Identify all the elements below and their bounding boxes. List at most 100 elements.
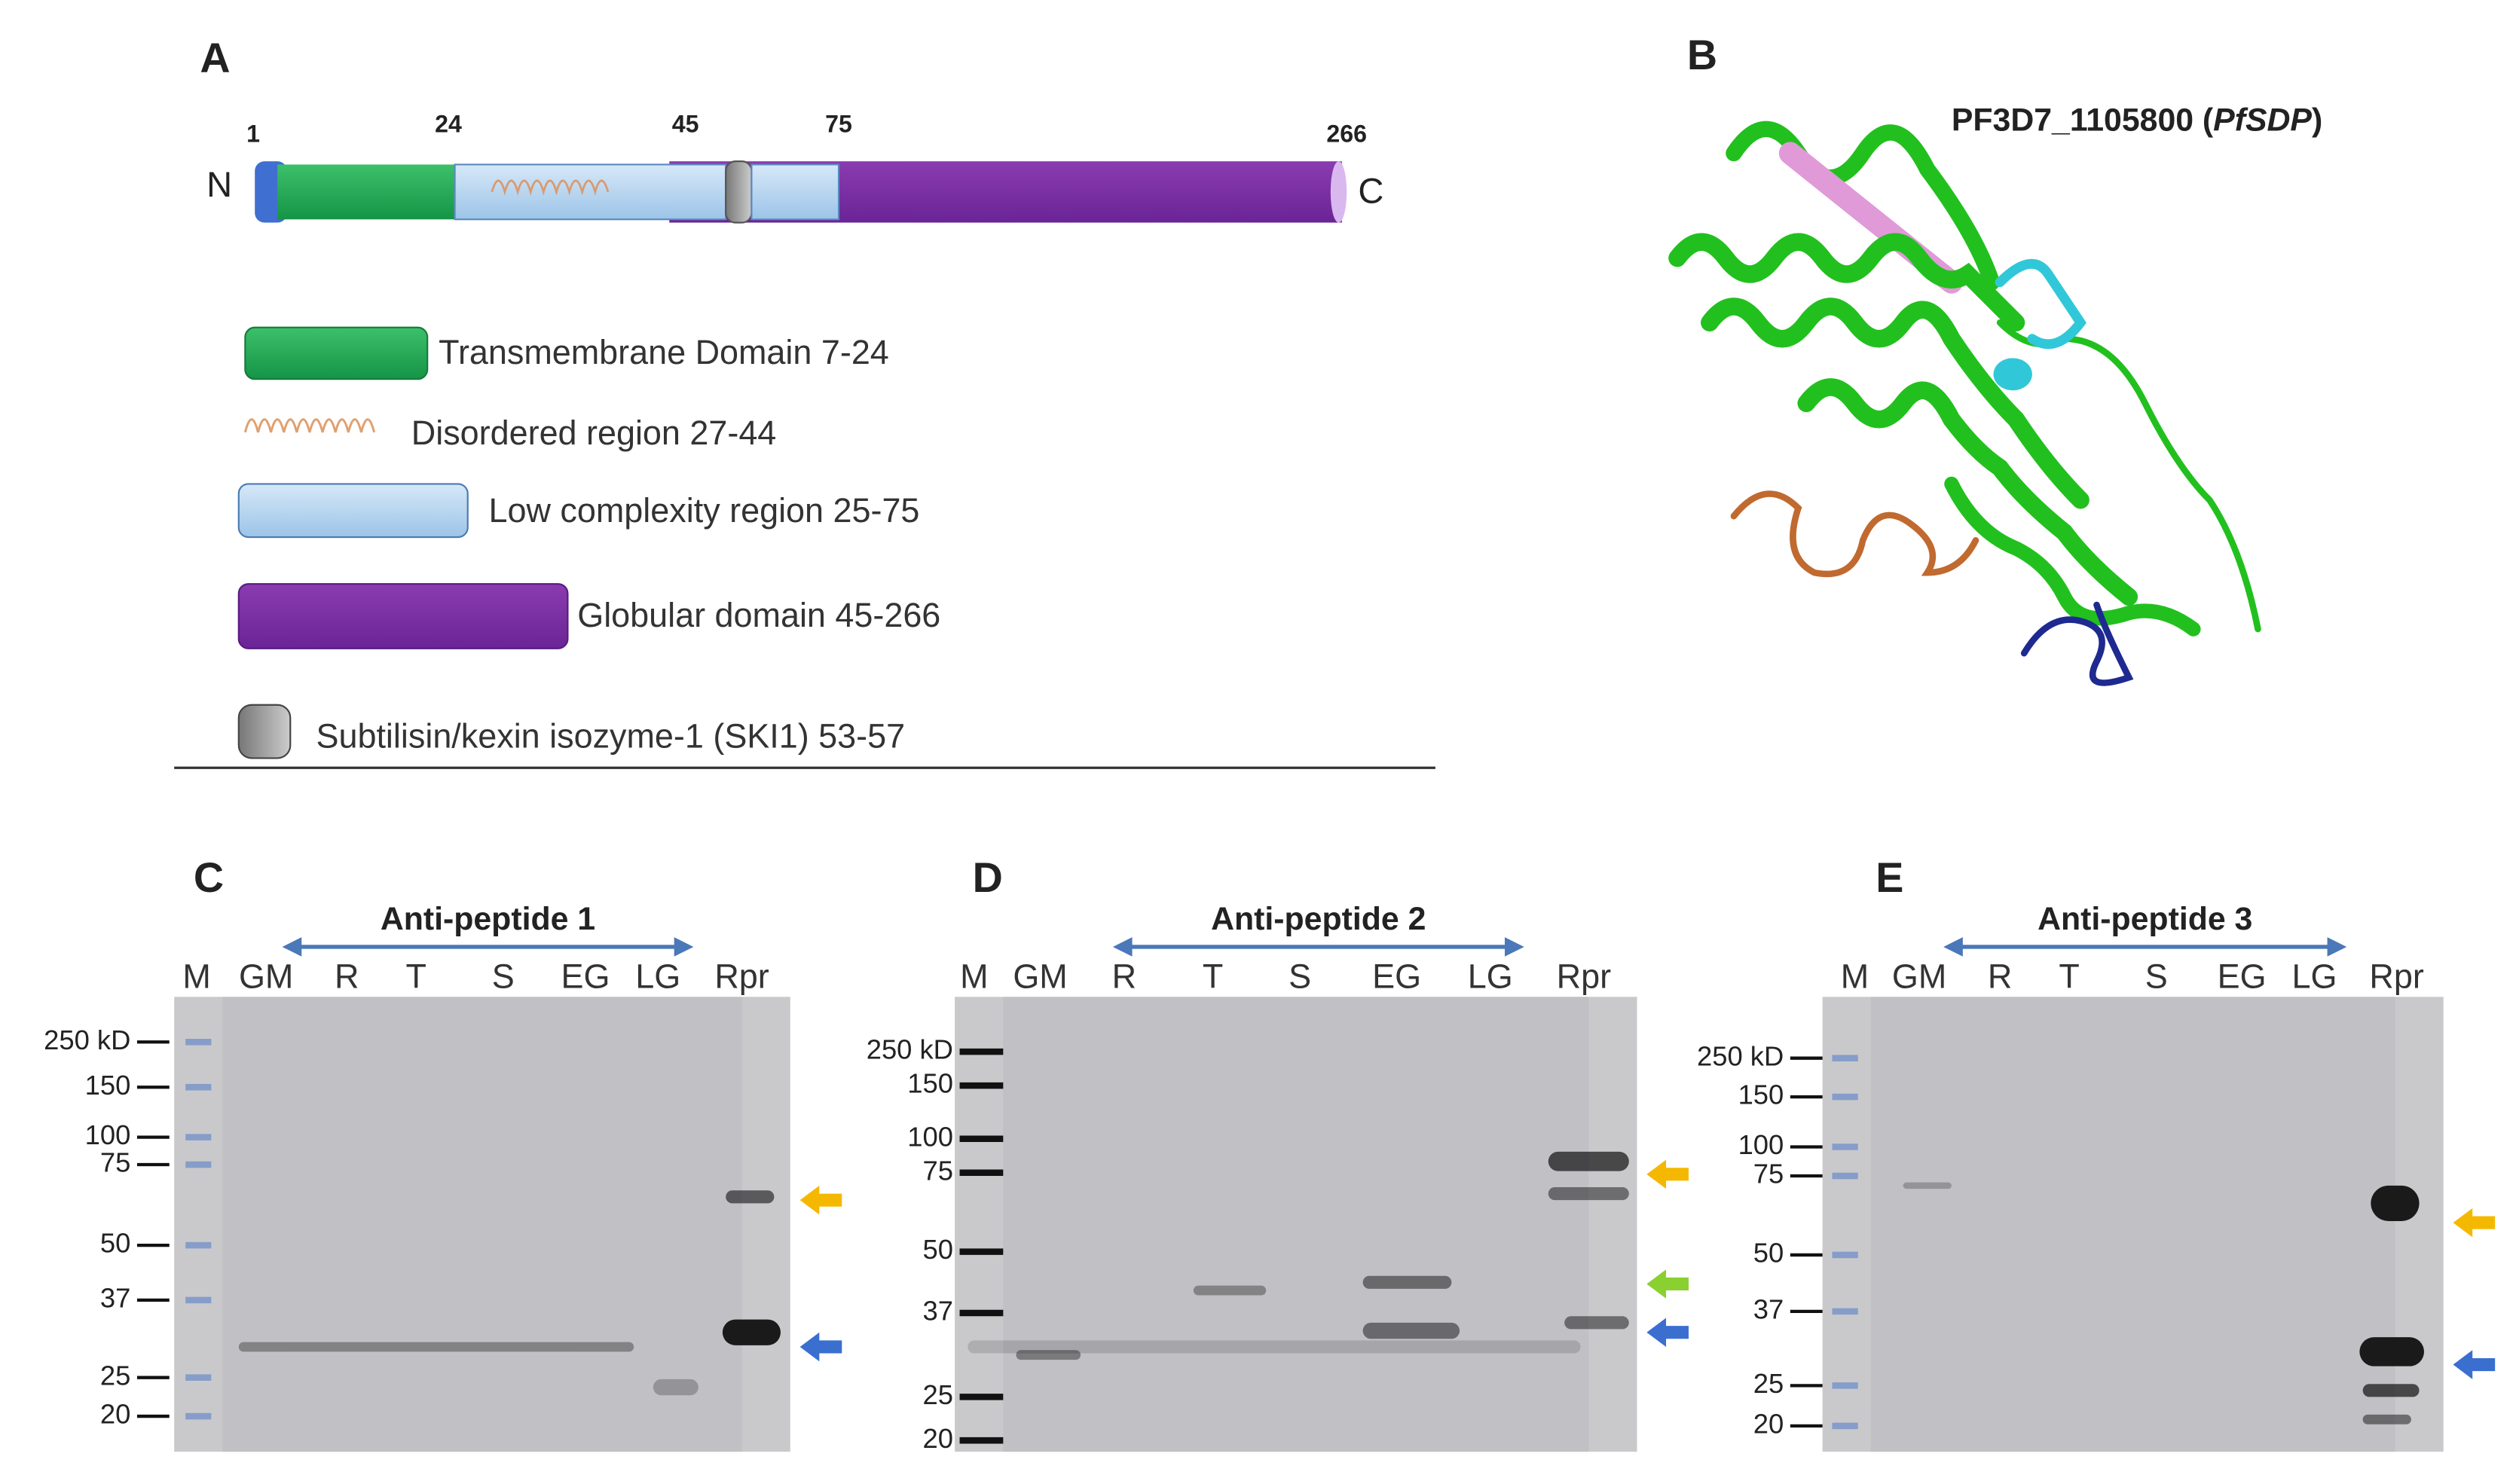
legend-text: Globular domain 45-266 [577,596,940,634]
lane-label: M [182,957,210,996]
band [1548,1151,1629,1171]
transmembrane-domain [277,164,455,220]
ladder-band [185,1134,212,1140]
helix [1726,121,2001,291]
legend-text: Low complexity region 25-75 [489,491,920,530]
lane-label: M [960,957,988,996]
domain-bar [255,160,1347,224]
marker-label: 250 kD [867,1034,953,1065]
panel-label: E [1876,854,1903,901]
low-complexity-region [751,163,840,221]
legend-swatch [243,418,376,433]
band-arrow [799,1332,842,1362]
lane-label: GM [239,957,293,996]
n-terminus: N [206,164,232,204]
lane-label: LG [2291,957,2337,996]
marker-label: 37 [1753,1293,1784,1324]
band [1193,1285,1267,1296]
lane-label: T [2059,957,2079,996]
lane-label: GM [1013,957,1067,996]
lane-label: LG [635,957,680,996]
legend-swatch [237,583,569,649]
ladder-band [185,1374,212,1381]
cap [1330,161,1347,223]
lane-label: EG [2218,957,2267,996]
ski1-site [725,160,753,224]
marker-label: 75 [923,1155,953,1186]
loop [1996,319,2261,633]
panel-label: C [194,854,224,901]
band-arrow [1646,1318,1689,1347]
antibody-label: Anti-peptide 3 [2038,901,2252,937]
disordered-coil [491,179,610,196]
blot-panel: C Anti-peptide 1 M GM R T S EG LG Rpr 250 kD 150 100… [44,854,842,1452]
blot-haze [1870,997,2395,1452]
position-label: 266 [1326,120,1367,147]
lane-label: M [1841,957,1869,996]
marker-label: 75 [1753,1159,1784,1189]
band [1903,1182,1952,1189]
ladder-band [1832,1422,1858,1430]
lane-label: R [1988,957,2012,996]
band-arrow [2453,1208,2496,1238]
band [2359,1337,2424,1366]
legend-text: Transmembrane Domain 7-24 [439,333,889,371]
marker-label: 75 [100,1147,130,1178]
lane-label: S [2145,957,2168,996]
helix [1944,476,2201,637]
ladder-band [185,1161,212,1168]
band-arrow [799,1185,842,1215]
marker-label: 50 [100,1228,130,1259]
lane-label: Rpr [1557,957,1611,996]
ladder-band [1832,1382,1858,1389]
marker-label: 250 kD [1697,1040,1784,1071]
position-label: 75 [825,111,852,138]
ladder-band [1832,1251,1858,1259]
band [722,1319,781,1345]
band-arrow [1646,1269,1689,1299]
lane-label: S [1289,957,1311,996]
legend-swatch [237,704,292,759]
helix [1797,378,2138,606]
position-label: 1 [246,120,260,147]
marker-label: 100 [85,1119,131,1150]
blot-panel: E Anti-peptide 3 M GM R T S EG LG Rpr 250 kD 150 100… [1697,854,2496,1452]
lane-label: LG [1468,957,1513,996]
marker-label: 150 [85,1070,131,1101]
band [726,1190,775,1204]
band [653,1379,699,1396]
marker-label: 50 [1753,1238,1784,1269]
marker-label: 50 [923,1234,953,1265]
ladder-band [1832,1093,1858,1101]
marker-label: 100 [1738,1129,1784,1160]
c-terminus: C [1358,170,1383,210]
protein-structure [1668,121,2261,686]
marker-label: 20 [100,1399,130,1430]
band-arrow [1646,1159,1689,1189]
ladder-band [1832,1055,1858,1061]
band [2362,1384,2420,1397]
panel-label: D [973,854,1003,901]
legend-swatch [244,326,429,380]
helix [1993,358,2032,391]
band [1362,1275,1452,1289]
marker-label: 25 [100,1360,130,1391]
title-part: PF3D7_1105800 ( [1952,102,2214,139]
helix [1668,233,2025,332]
legend-text: Disordered region 27-44 [411,414,777,452]
ladder-band [185,1241,212,1249]
marker-label: 20 [1753,1409,1784,1440]
panel-label: B [1687,32,1717,78]
loop [1730,490,1979,578]
lane-label: T [405,957,426,996]
marker-label: 150 [907,1068,953,1099]
marker-label: 37 [100,1282,130,1313]
helix [1701,298,2090,509]
lane-label: GM [1892,957,1946,996]
lane-label: T [1203,957,1223,996]
marker-label: 20 [923,1423,953,1454]
